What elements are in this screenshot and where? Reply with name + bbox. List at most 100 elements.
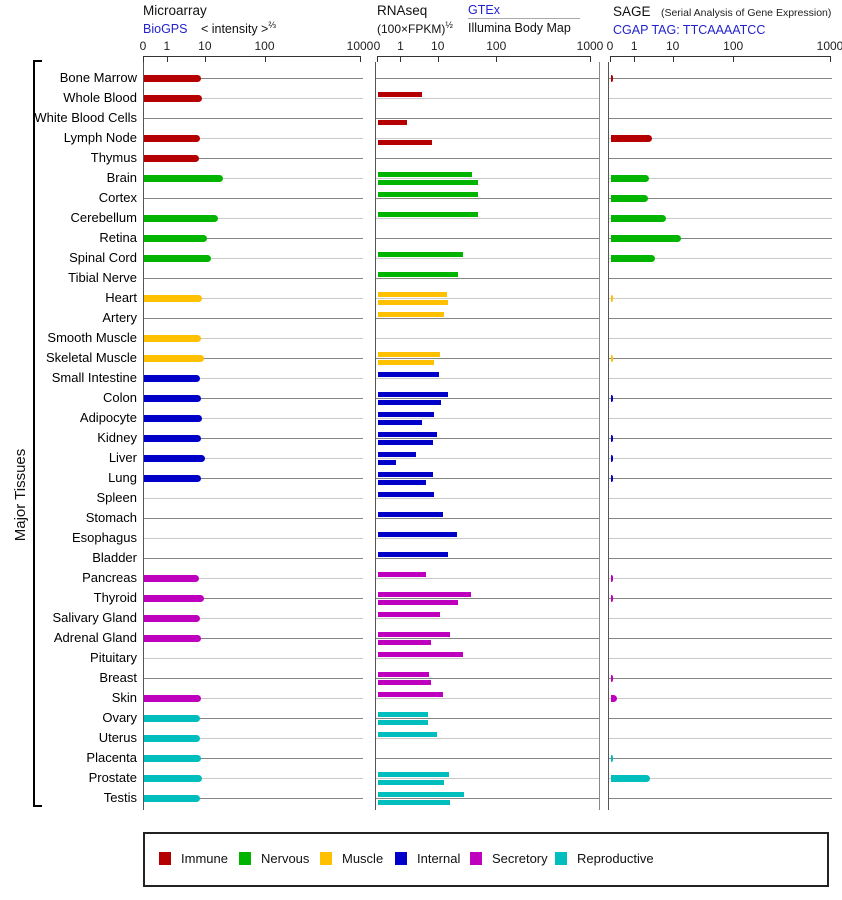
internal-swatch xyxy=(395,852,407,865)
bar-rnaseq-gtex xyxy=(378,372,439,377)
sage-row-line xyxy=(609,578,832,579)
bar-microarray xyxy=(144,735,201,742)
bar-microarray xyxy=(144,435,202,442)
sage-row-line xyxy=(609,598,832,599)
tissue-label: Placenta xyxy=(86,750,137,765)
bar-rnaseq-gtex xyxy=(378,652,463,657)
rnaseq-row-line xyxy=(376,98,599,99)
bar-sage xyxy=(611,695,617,702)
bar-rnaseq-gtex xyxy=(378,292,447,297)
bar-rnaseq-illumina xyxy=(378,400,442,405)
sage-axis-tick-label: 100 xyxy=(723,39,744,53)
sage-row-line xyxy=(609,218,832,219)
microarray-row-line xyxy=(144,358,363,359)
bar-rnaseq-gtex xyxy=(378,712,429,717)
bar-microarray xyxy=(144,455,205,462)
microarray-row-line xyxy=(144,558,363,559)
rnaseq-row-line xyxy=(376,418,599,419)
bar-rnaseq-gtex xyxy=(378,612,440,617)
microarray-axis-tick xyxy=(360,56,361,62)
microarray-row-line xyxy=(144,598,363,599)
bar-rnaseq-gtex xyxy=(378,592,472,597)
sage-axis-line xyxy=(610,56,830,57)
sage-axis-tick-label: 0 xyxy=(606,39,614,53)
rnaseq-axis-tick xyxy=(496,56,498,62)
tissue-label: Bladder xyxy=(92,550,137,565)
sage-row-line xyxy=(609,338,832,339)
sage-axis-tick-label: 1000 xyxy=(816,39,842,53)
tissue-label: Pituitary xyxy=(90,650,137,665)
microarray-row-line xyxy=(144,618,363,619)
bar-rnaseq-gtex xyxy=(378,572,426,577)
rnaseq-row-line xyxy=(376,638,599,639)
sage-row-line xyxy=(609,98,832,99)
bar-rnaseq-illumina xyxy=(378,140,433,145)
sage-axis-tick xyxy=(610,56,611,62)
sage-axis-tick xyxy=(634,56,636,62)
bar-microarray xyxy=(144,695,202,702)
bar-sage xyxy=(611,455,614,462)
sage-row-line xyxy=(609,298,832,299)
rnaseq-row-line xyxy=(376,278,599,279)
tissue-label: Colon xyxy=(103,390,137,405)
cgap-tag-link[interactable]: CGAP TAG: TTCAAAATCC xyxy=(613,23,766,37)
microarray-row-line xyxy=(144,138,363,139)
rnaseq-axis-line xyxy=(377,56,590,57)
bar-rnaseq-gtex xyxy=(378,792,465,797)
sage-row-line xyxy=(609,498,832,499)
rnaseq-axis-tick xyxy=(437,56,439,62)
bar-rnaseq-illumina xyxy=(378,680,432,685)
sage-row-line xyxy=(609,118,832,119)
rnaseq-subtitle: (100×FPKM) xyxy=(377,22,446,36)
sage-header: SAGE (Serial Analysis of Gene Expression… xyxy=(613,3,831,37)
microarray-row-line xyxy=(144,678,363,679)
bar-sage xyxy=(611,295,614,302)
bar-rnaseq-illumina xyxy=(378,600,459,605)
legend-label: Nervous xyxy=(261,851,310,866)
bar-rnaseq-gtex xyxy=(378,412,435,417)
bar-rnaseq-illumina xyxy=(378,360,435,365)
tissue-label: Brain xyxy=(106,170,137,185)
microarray-axis-tick xyxy=(264,56,266,62)
bar-microarray xyxy=(144,755,202,762)
rnaseq-header: RNAseq (100×FPKM)½ xyxy=(377,3,453,36)
bar-microarray xyxy=(144,335,202,342)
panel-microarray xyxy=(143,62,363,810)
bar-microarray xyxy=(144,235,207,242)
microarray-header: Microarray BioGPS < intensity >⅔ xyxy=(143,3,276,36)
tissue-label: Heart xyxy=(105,290,137,305)
bar-microarray xyxy=(144,415,202,422)
bar-microarray xyxy=(144,715,200,722)
legend-label: Reproductive xyxy=(577,851,654,866)
sage-row-line xyxy=(609,198,832,199)
bar-rnaseq-illumina xyxy=(378,300,449,305)
tissue-label: Bone Marrow xyxy=(59,70,137,85)
sage-row-line xyxy=(609,178,832,179)
microarray-row-line xyxy=(144,758,363,759)
sage-row-line xyxy=(609,478,832,479)
microarray-subtitle: < intensity > xyxy=(200,22,269,37)
rnaseq-row-line xyxy=(376,358,599,359)
tissue-bracket xyxy=(33,60,35,807)
rnaseq-row-line xyxy=(376,598,599,599)
sage-axis-tick xyxy=(672,56,674,62)
biogps-link[interactable]: BioGPS xyxy=(143,22,188,37)
sage-row-line xyxy=(609,798,832,799)
bar-sage xyxy=(611,135,652,142)
sage-axis-tick-label: 10 xyxy=(666,39,680,53)
rnaseq-row-line xyxy=(376,438,599,439)
sage-row-line xyxy=(609,638,832,639)
bar-rnaseq-gtex xyxy=(378,312,445,317)
legend: Immune Nervous Muscle Internal Secretory Repr… xyxy=(143,832,829,887)
tissue-label: Lymph Node xyxy=(63,130,137,145)
rnaseq-row-line xyxy=(376,378,599,379)
bar-rnaseq-gtex xyxy=(378,512,443,517)
bar-rnaseq-illumina xyxy=(378,800,450,805)
sage-row-line xyxy=(609,618,832,619)
bar-sage xyxy=(611,215,666,222)
rnaseq-row-line xyxy=(376,298,599,299)
bar-sage xyxy=(611,255,655,262)
gtex-link[interactable]: GTEx xyxy=(468,3,500,17)
tissue-label: Adrenal Gland xyxy=(53,630,137,645)
